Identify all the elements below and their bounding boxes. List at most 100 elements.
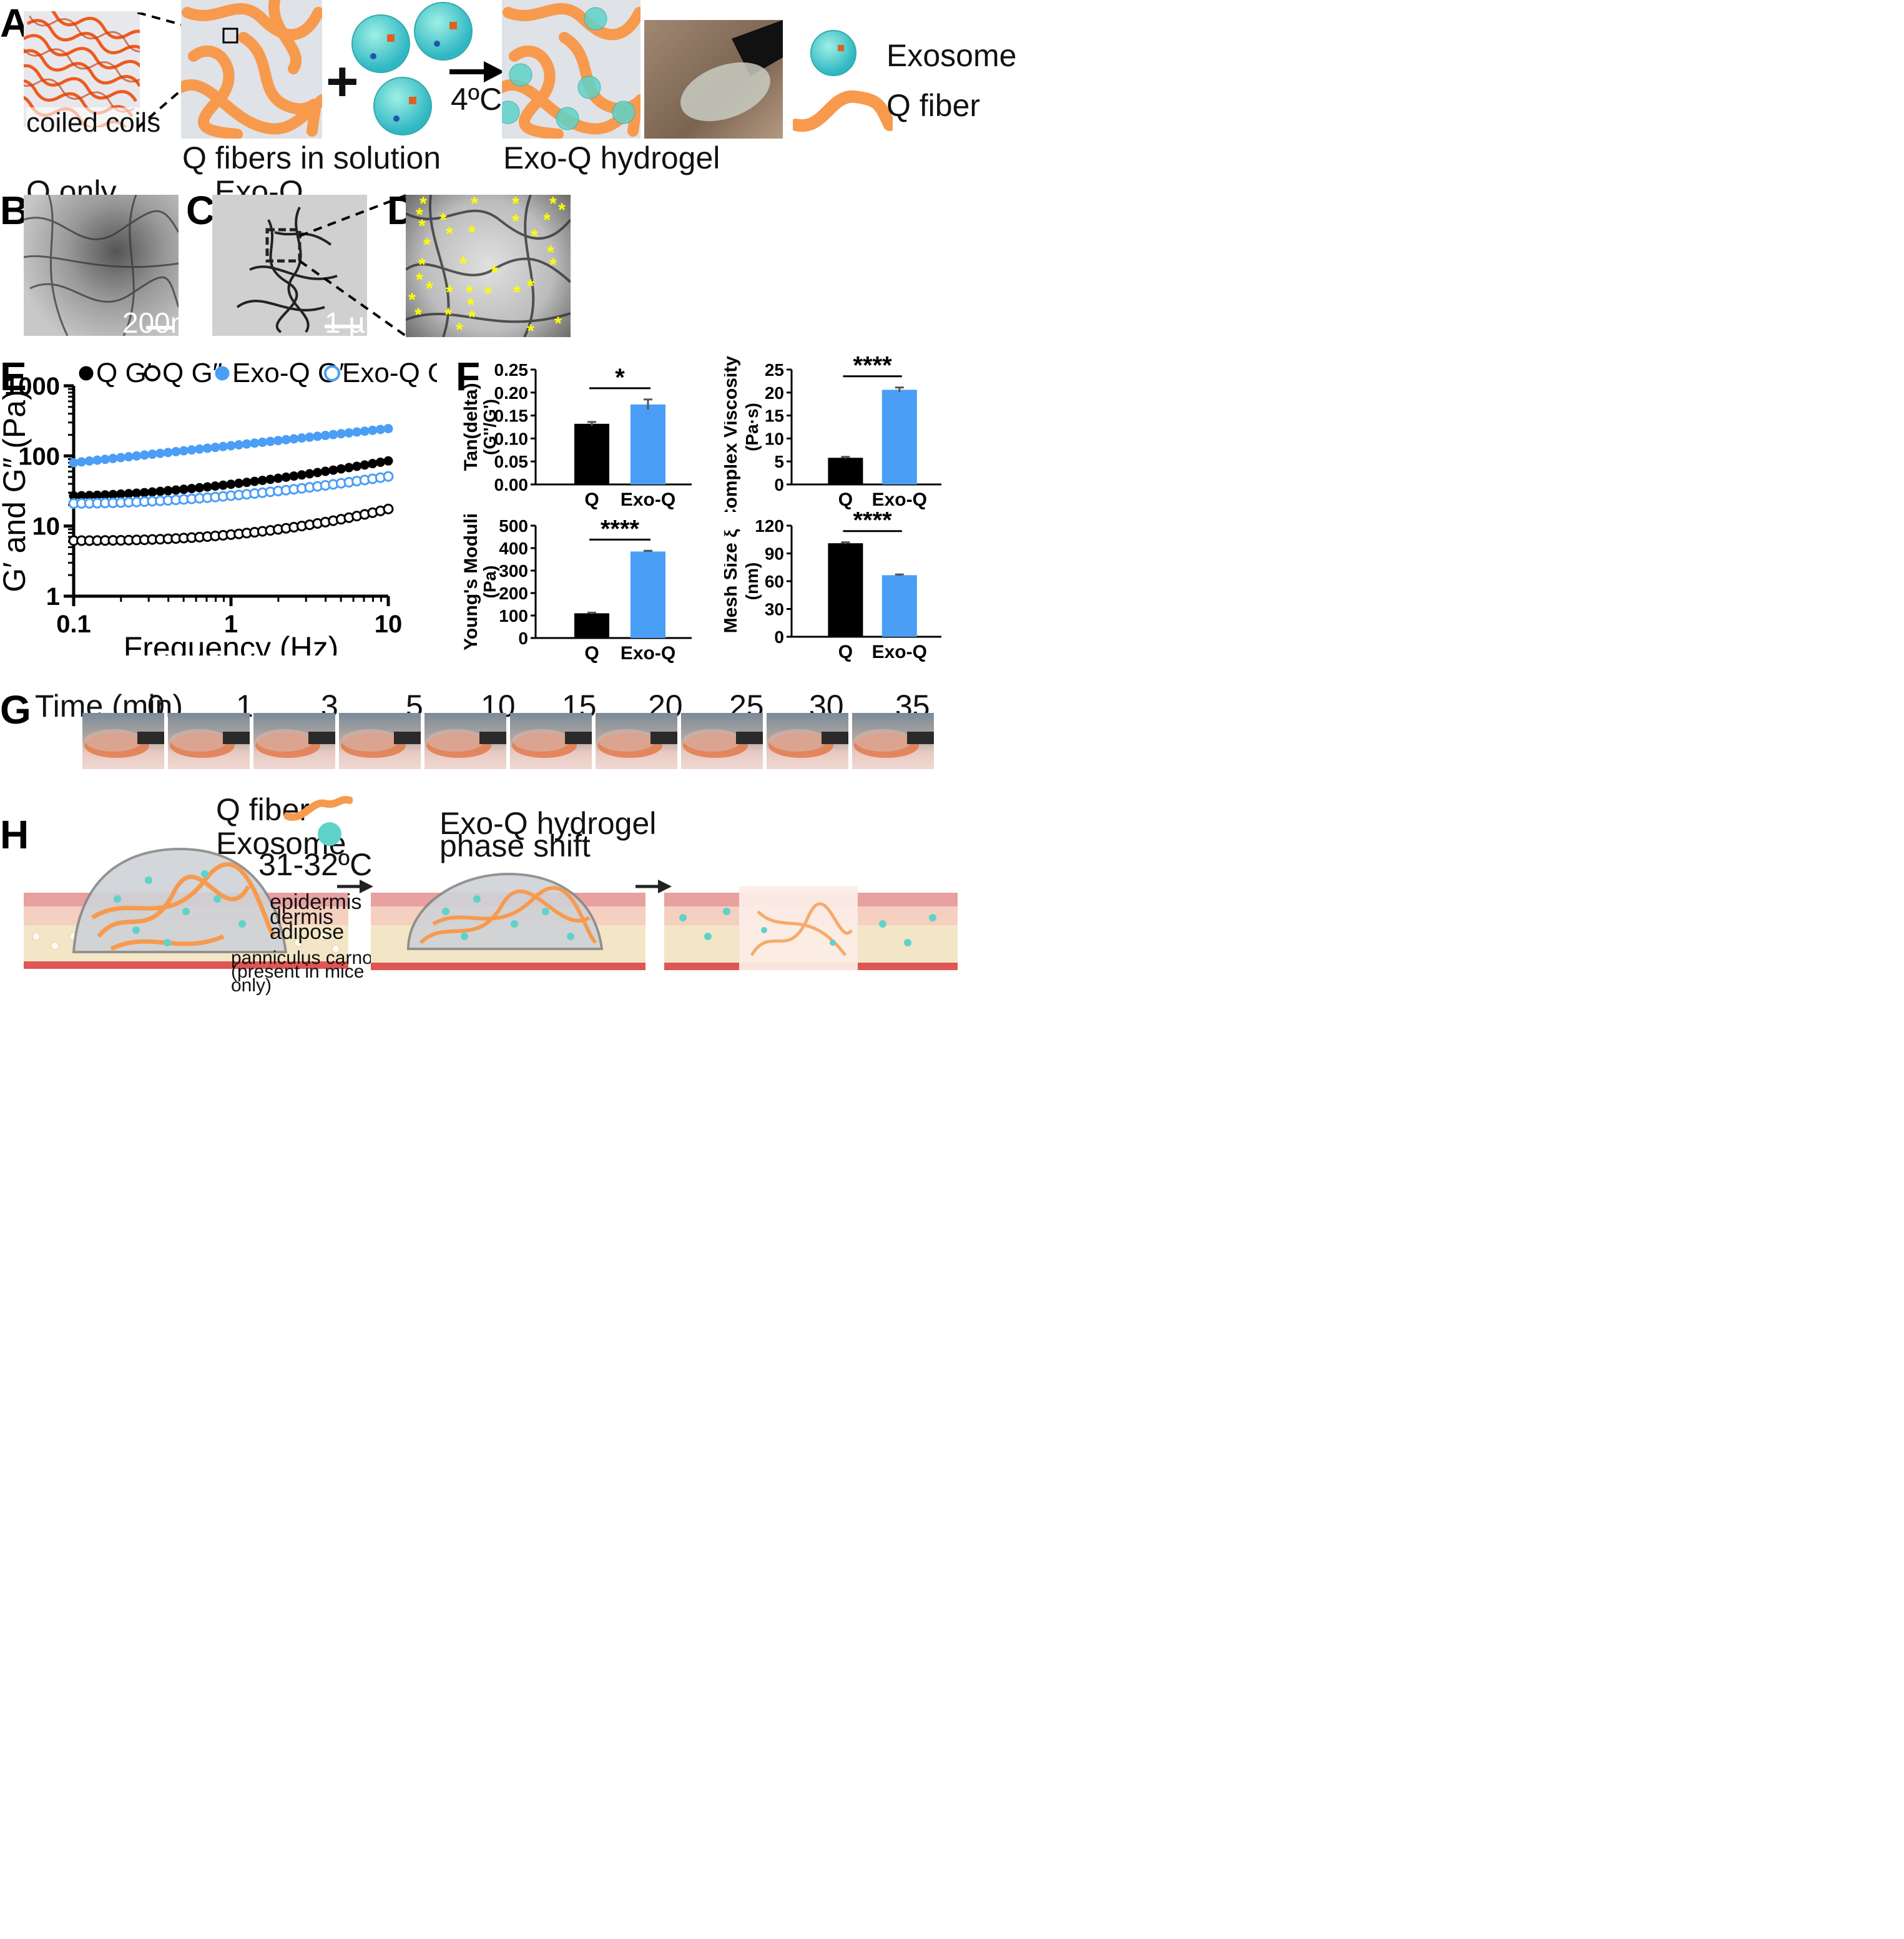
data-point: [257, 437, 267, 447]
data-point: [320, 431, 330, 441]
data-point: [257, 476, 267, 486]
data-point: [297, 470, 307, 480]
data-point: [116, 453, 126, 463]
layer-label-adipose: adipose: [270, 920, 345, 944]
significance-stars: ****: [601, 515, 640, 542]
legend-marker: [144, 365, 160, 381]
y-tick-label: 100: [18, 443, 60, 470]
data-point: [179, 446, 189, 456]
y-axis-label: Mesh Size ξ: [724, 529, 741, 633]
exosome-marker-star: *: [426, 278, 433, 299]
y-tick-label: 60: [765, 572, 784, 591]
data-point: [210, 443, 220, 453]
exosome-marker-star: *: [484, 283, 492, 304]
time-point-photo: [510, 713, 592, 769]
y-tick-label: 0: [774, 627, 784, 647]
data-point: [289, 434, 299, 444]
data-point: [320, 466, 330, 476]
data-point: [383, 456, 393, 466]
data-point: [250, 476, 260, 486]
data-point: [368, 425, 378, 435]
exosome-marker-star: *: [439, 210, 447, 230]
q-fibers-solution-image: [181, 0, 322, 139]
data-point: [234, 440, 244, 450]
data-point: [69, 458, 79, 468]
exosome-marker-star: *: [468, 307, 476, 328]
time-point-photo: [681, 713, 763, 769]
legend-fiber-label: Q fiber: [886, 88, 981, 123]
skin-stage-3: [664, 886, 958, 970]
data-point: [313, 431, 323, 441]
data-point: [242, 439, 252, 449]
data-point: [108, 453, 118, 463]
youngs-moduli-chart: 0 100 200 300 400 500 Q Exo-Q **** Young's Moduli…: [462, 513, 692, 664]
y-tick-label: 0.25: [494, 360, 529, 380]
q-fibers-solution-label: Q fibers in solution: [182, 140, 441, 175]
data-point: [84, 456, 94, 466]
time-point-photo: [253, 713, 335, 769]
skin-stage-2: [371, 872, 645, 970]
data-point: [273, 436, 283, 446]
exosome-marker-star: *: [415, 305, 422, 325]
panel-label-e: E: [0, 354, 27, 399]
h-phase-label-2: phase shift: [439, 828, 591, 863]
data-point: [375, 457, 385, 467]
exosome-marker-star: *: [512, 195, 519, 214]
legend-label: Exo-Q G″: [342, 358, 437, 388]
data-point: [352, 461, 362, 471]
data-point: [383, 424, 393, 434]
exo-q-hydrogel-label: Exo-Q hydrogel: [503, 140, 720, 175]
data-point: [100, 454, 110, 464]
y-tick-label: 0.05: [494, 452, 529, 471]
significance-stars: *: [615, 364, 625, 391]
plus-sign: +: [326, 51, 359, 113]
exosome-marker-star: *: [456, 320, 463, 337]
data-point: [195, 444, 205, 454]
y-tick-label: 0.10: [494, 429, 529, 448]
h-fiber-icon: [284, 796, 353, 821]
y-tick-label: 120: [755, 516, 784, 536]
data-point: [281, 434, 291, 444]
data-point: [273, 473, 283, 483]
h-arrow-2-icon: [635, 880, 672, 893]
data-point: [163, 448, 173, 458]
bar: [881, 575, 917, 637]
y-tick-label: 5: [774, 452, 784, 471]
exosome-marker-star: *: [468, 222, 476, 243]
y-axis-label-unit: (nm): [742, 562, 762, 601]
mesh-size-chart: 0 30 60 90 120 Q Exo-Q **** Mesh Size ξ(nm): [724, 512, 941, 662]
bar: [828, 458, 863, 484]
data-point: [368, 459, 378, 469]
exosome-marker-star: *: [527, 276, 534, 297]
exosome-marker-star: *: [549, 255, 557, 275]
data-point: [344, 428, 354, 438]
y-axis-label: Tan(delta): [462, 383, 481, 471]
bar: [828, 543, 863, 637]
significance-stars: ****: [853, 512, 892, 534]
data-point: [265, 436, 275, 446]
category-label: Exo-Q: [872, 642, 927, 662]
h-exosome-icon: [318, 822, 341, 846]
exosome-marker-star: *: [554, 313, 562, 334]
x-axis-label: Frequency (Hz): [124, 631, 339, 655]
x-tick-label: 0.1: [56, 611, 91, 638]
y-tick-label: 15: [765, 406, 784, 426]
data-point: [202, 482, 212, 492]
data-point: [187, 445, 197, 455]
exosome-marker-star: *: [471, 195, 478, 214]
y-tick-label: 0.20: [494, 383, 529, 403]
bar: [631, 404, 665, 484]
h-arrow-1-icon: [337, 880, 373, 893]
layer-label-epidermis: epidermis: [270, 890, 362, 914]
time-point-photo: [82, 713, 164, 769]
data-point: [336, 464, 346, 474]
bar: [574, 613, 609, 638]
data-point: [155, 486, 165, 496]
exosome-marker-star: *: [446, 282, 453, 303]
data-point: [383, 471, 394, 482]
category-label: Exo-Q: [872, 489, 927, 510]
hydrogel-photo: [644, 20, 783, 139]
category-label: Q: [838, 489, 853, 510]
data-point: [77, 457, 87, 467]
data-point: [305, 432, 315, 442]
